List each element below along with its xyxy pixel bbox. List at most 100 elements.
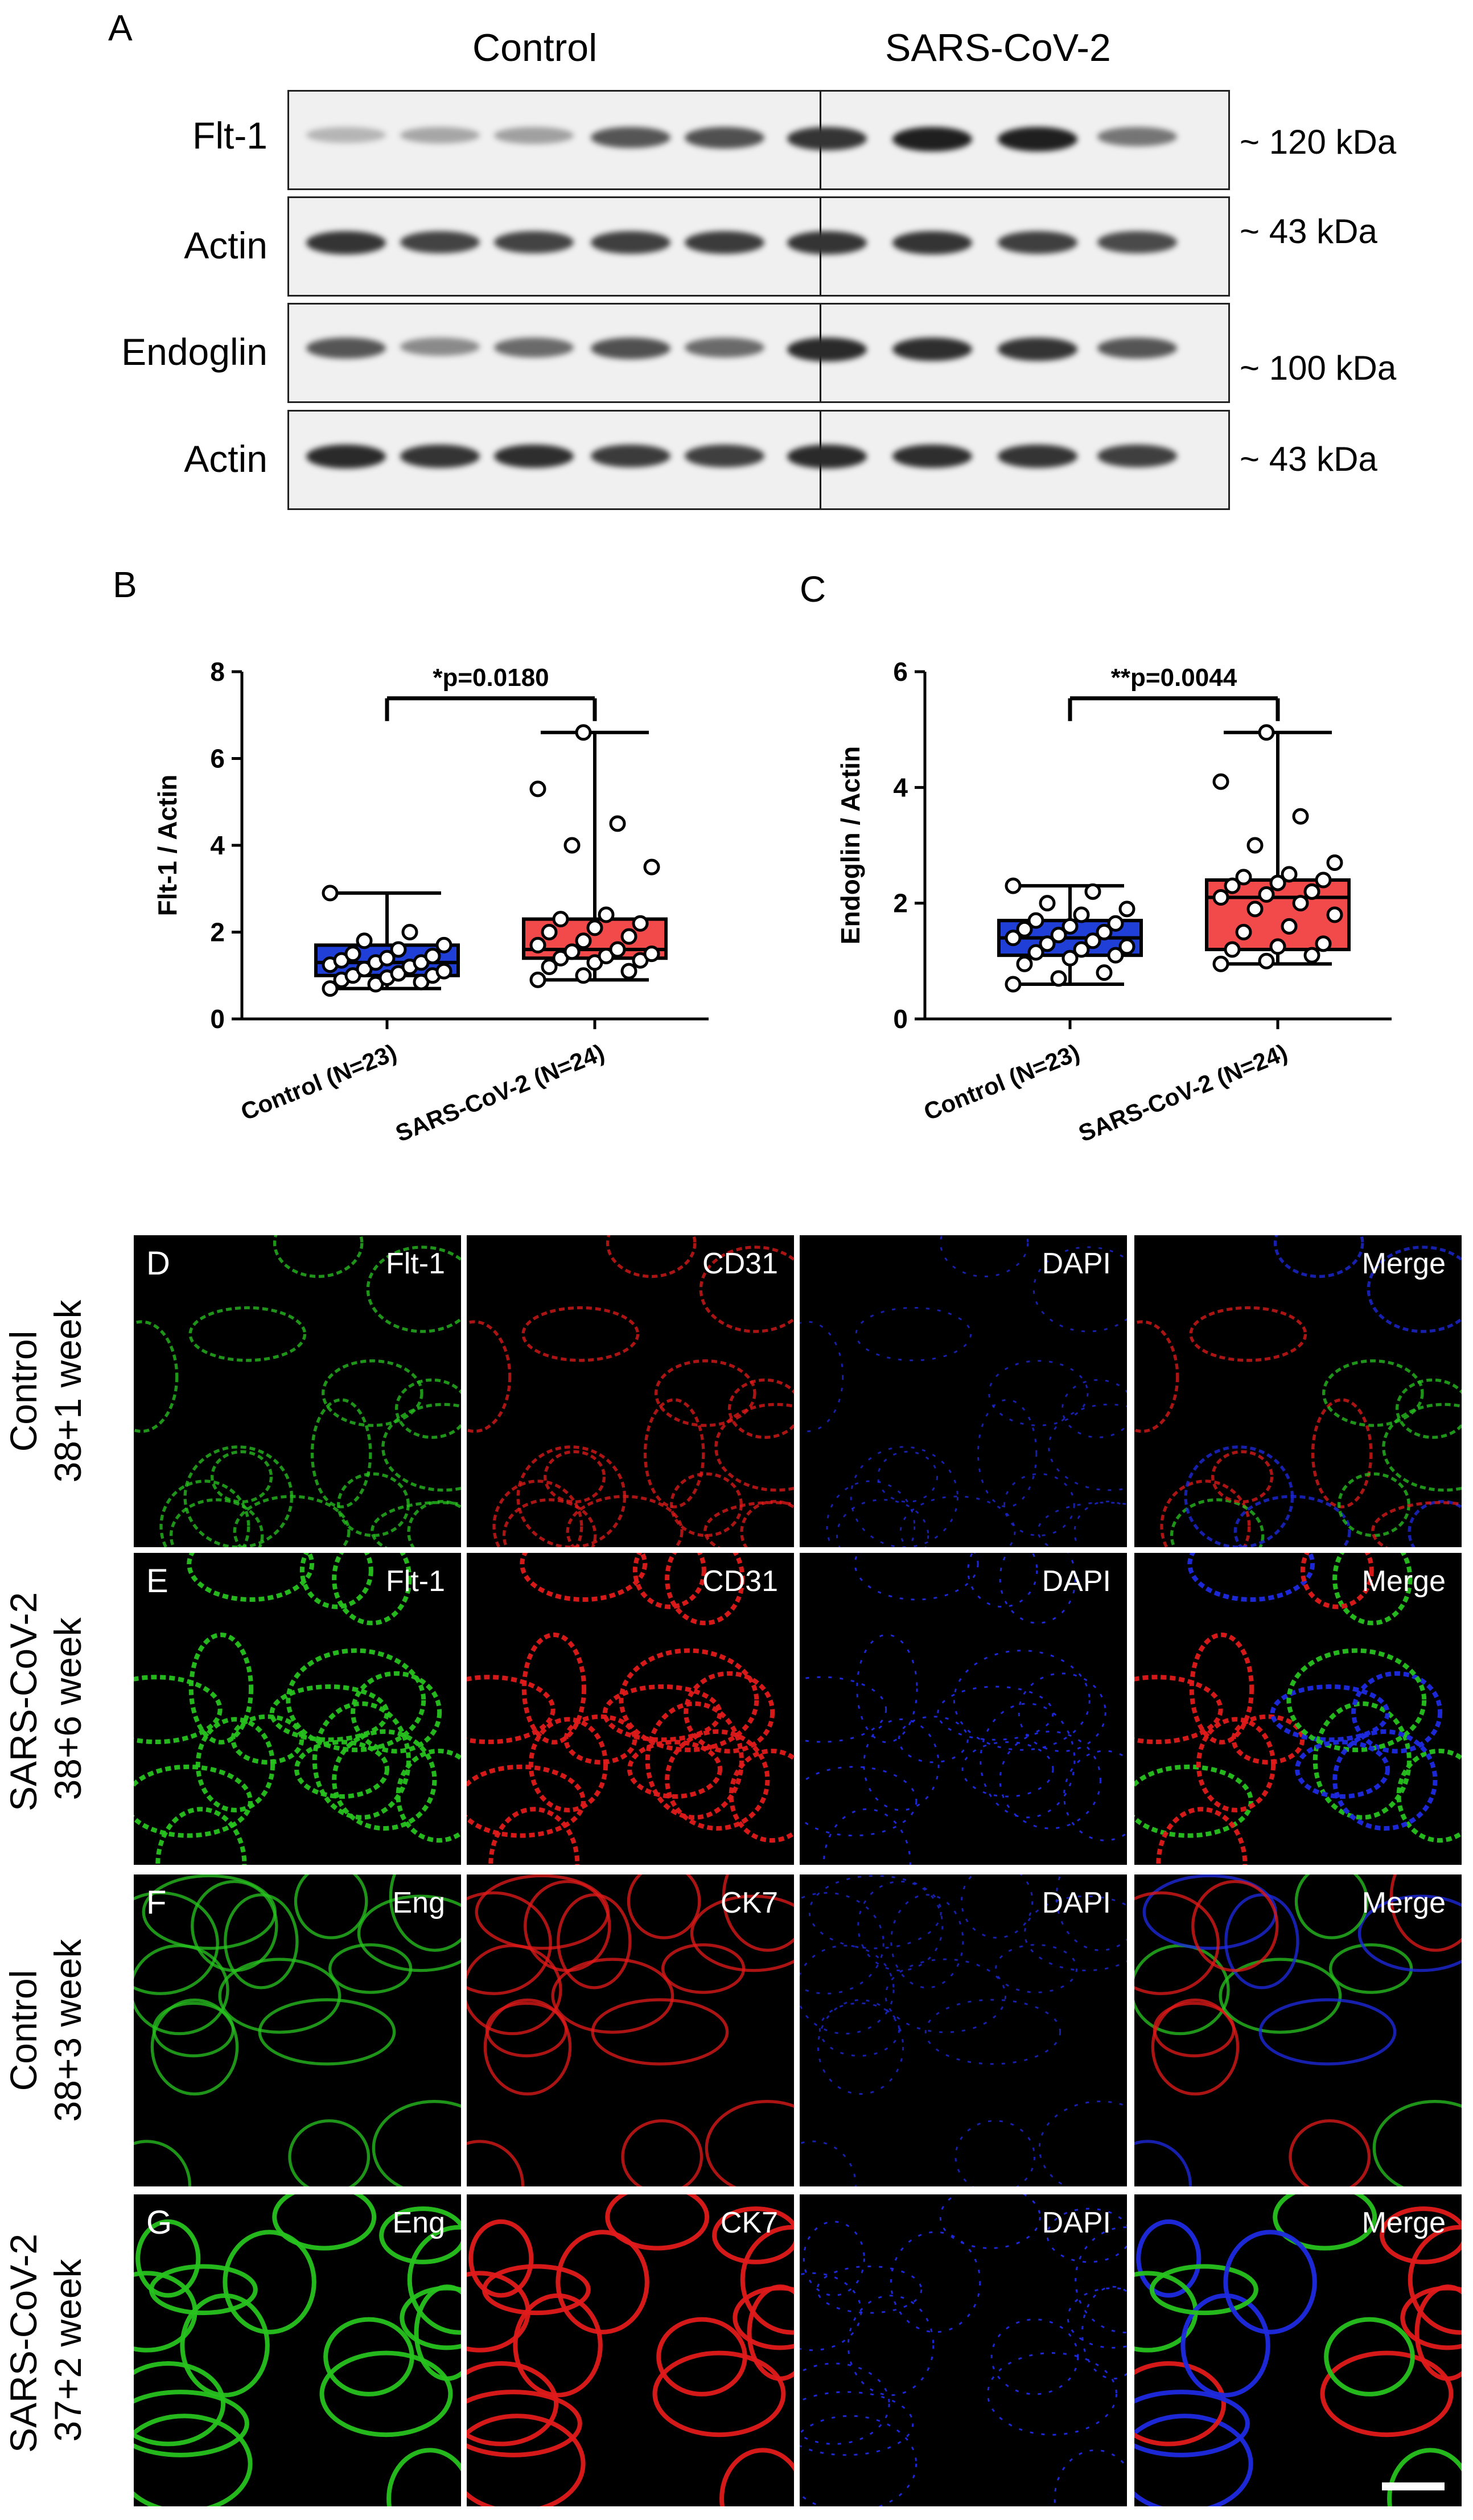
data-point xyxy=(435,963,452,980)
x-tick-label: Control (N=23) xyxy=(237,1039,400,1125)
tissue-structure xyxy=(351,1671,442,1754)
tissue-structure xyxy=(800,1945,895,2035)
tissue-structure xyxy=(803,2221,865,2296)
tissue-structure xyxy=(188,1306,307,1362)
tissue-structure xyxy=(747,2284,794,2381)
blot-band xyxy=(787,127,867,150)
tissue-structure xyxy=(134,2361,226,2447)
p-value-label: **p=0.0044 xyxy=(1111,664,1237,692)
tissue-structure xyxy=(836,1499,929,1547)
tissue-structure xyxy=(937,1686,1054,1741)
micrograph-texture xyxy=(800,1874,1127,2186)
row-label-group: SARS-CoV-2 xyxy=(2,2233,44,2453)
tissue-structure xyxy=(1196,1717,1276,1812)
data-point xyxy=(1050,927,1067,944)
tissue-structure xyxy=(1231,1714,1305,1765)
blot-label-actin-1: Actin xyxy=(184,224,268,266)
blot-flt1 xyxy=(287,90,1230,190)
tissue-structure xyxy=(1134,2140,1192,2186)
channel-label: Flt-1 xyxy=(386,1565,445,1598)
y-tick-label: 6 xyxy=(210,744,225,774)
y-tick-label: 2 xyxy=(893,889,908,918)
data-point xyxy=(1005,877,1022,894)
y-tick-label: 0 xyxy=(893,1004,908,1034)
tissue-structure xyxy=(822,1808,911,1865)
tissue-structure xyxy=(483,1998,572,2096)
scale-bar xyxy=(1382,2482,1445,2490)
data-point xyxy=(1118,938,1135,955)
tissue-structure xyxy=(1081,2285,1127,2380)
tissue-structure xyxy=(371,1501,461,1547)
tissue-structure xyxy=(389,1874,461,1952)
blot-band xyxy=(685,231,764,254)
tissue-structure xyxy=(1134,1891,1220,1995)
micrograph-row-label: SARS-CoV-2 37+2 week xyxy=(1,2233,90,2453)
blot-band xyxy=(400,445,480,468)
blot-band xyxy=(998,231,1077,254)
tissue-structure xyxy=(990,2318,1079,2395)
tissue-structure xyxy=(729,1748,794,1843)
tissue-structure xyxy=(381,1403,461,1492)
micrograph-flt-1: E Flt-1 xyxy=(134,1553,461,1865)
tissue-structure xyxy=(516,1445,627,1547)
micrograph-texture xyxy=(467,1553,794,1865)
tissue-structure xyxy=(1054,2449,1127,2506)
tissue-structure xyxy=(1408,1500,1462,1547)
panel-letter: E xyxy=(146,1563,168,1600)
y-tick-label: 0 xyxy=(210,1004,225,1034)
micrograph-texture xyxy=(1134,1235,1462,1547)
data-point xyxy=(541,959,558,975)
kda-label-flt1: ~ 120 kDa xyxy=(1240,123,1397,161)
micrograph-texture xyxy=(800,1553,1127,1865)
chart-b-flt1-actin: 0 2 4 6 8 Flt-1 / Actin Control (N=23)SARS-CoV… xyxy=(153,657,709,1147)
tissue-structure xyxy=(467,2390,582,2457)
kda-label-endoglin: ~ 100 kDa xyxy=(1240,349,1397,387)
tissue-structure xyxy=(1134,1675,1223,1745)
tissue-structure xyxy=(528,1717,608,1812)
tissue-structure xyxy=(800,1892,884,1995)
tissue-structure xyxy=(1351,1671,1443,1754)
tissue-structure xyxy=(699,1245,794,1333)
micrograph-dapi: DAPI xyxy=(800,1874,1127,2186)
data-point xyxy=(1084,932,1101,949)
tissue-structure xyxy=(714,1403,794,1492)
data-point xyxy=(1303,883,1320,900)
tissue-structure xyxy=(1300,1553,1374,1609)
tissue-structure xyxy=(1149,2264,1258,2316)
micrograph-texture xyxy=(800,2194,1127,2506)
tissue-structure xyxy=(988,1360,1089,1427)
blot-band xyxy=(1097,338,1177,359)
blot-actin-1 xyxy=(287,196,1230,297)
blot-band xyxy=(1097,231,1177,253)
tissue-structure xyxy=(310,1398,372,1508)
tissue-structure xyxy=(800,1766,917,1837)
data-point xyxy=(1258,952,1275,969)
tissue-structure xyxy=(627,1874,701,1939)
micrograph-ck7: CK7 xyxy=(467,2194,794,2506)
blot-band xyxy=(892,127,972,151)
tissue-structure xyxy=(149,2264,258,2316)
tissue-structure xyxy=(1037,1502,1127,1547)
tissue-structure xyxy=(467,1675,556,1745)
data-point xyxy=(322,885,339,902)
tissue-structure xyxy=(407,2225,461,2335)
tissue-structure xyxy=(1389,1874,1462,1952)
blot-band xyxy=(892,445,972,468)
channel-label: Flt-1 xyxy=(386,1247,445,1280)
data-point xyxy=(390,941,407,958)
data-point xyxy=(356,932,373,949)
tissue-structure xyxy=(705,2100,794,2186)
micrograph-texture xyxy=(134,1235,461,1547)
data-point xyxy=(1107,915,1124,932)
tissue-structure xyxy=(960,1874,1034,1939)
blot-band xyxy=(591,338,670,359)
y-tick-label: 4 xyxy=(210,831,225,860)
tissue-structure xyxy=(854,1553,979,1601)
data-point xyxy=(563,837,581,854)
data-point xyxy=(1281,918,1298,935)
tissue-structure xyxy=(655,1359,756,1427)
micrograph-texture xyxy=(134,2194,461,2506)
tissue-structure xyxy=(884,1958,1007,2033)
panel-c-letter: C xyxy=(800,569,826,610)
data-point xyxy=(1039,935,1056,952)
